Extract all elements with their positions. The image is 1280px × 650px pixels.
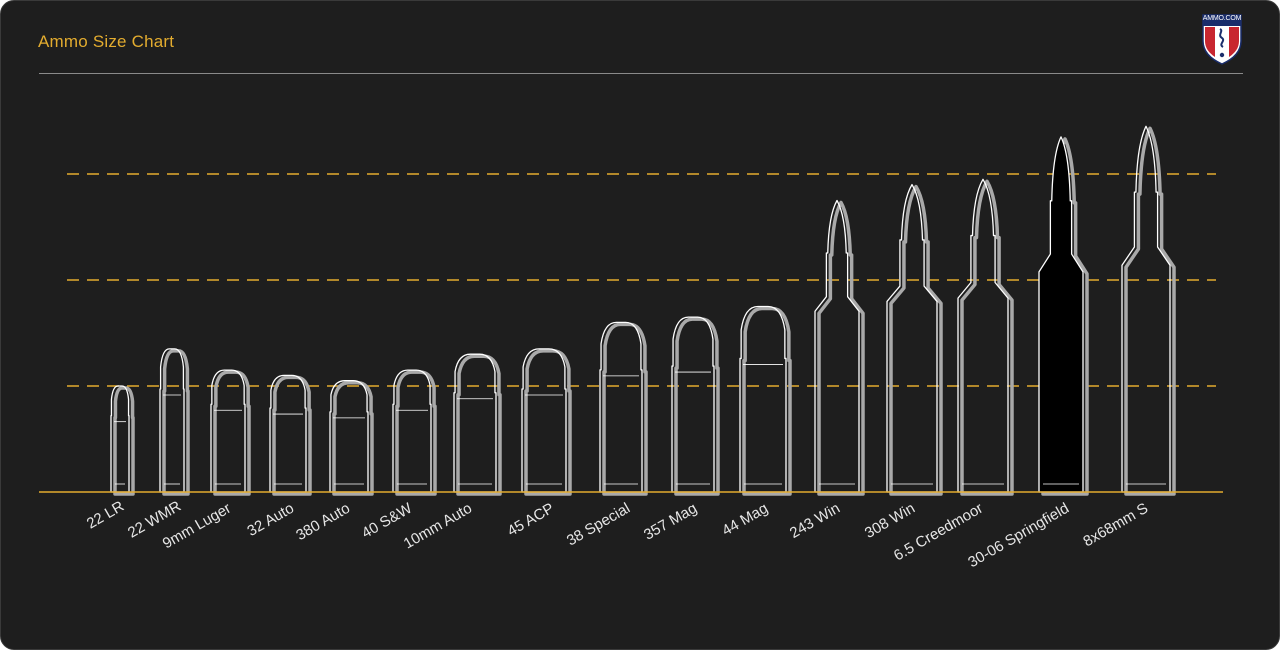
cartridge-12 xyxy=(886,183,938,493)
cartridge-6 xyxy=(453,353,497,493)
cartridge-2 xyxy=(210,369,246,493)
cartridge-5 xyxy=(392,369,432,493)
tick-label: 243 Win xyxy=(787,500,843,542)
tick-label: 45 ACP xyxy=(504,500,557,540)
cartridge-7 xyxy=(521,348,567,493)
cartridge-shadow xyxy=(602,322,648,496)
tick-label: 380 Auto xyxy=(293,500,353,544)
cartridge-shadow xyxy=(674,317,720,496)
tick-label: 32 Auto xyxy=(244,500,297,540)
cartridge-shadow xyxy=(817,200,865,496)
tick-label: 357 Mag xyxy=(641,500,700,544)
cartridge-shadow xyxy=(272,375,312,496)
tick-label: 308 Win xyxy=(862,500,918,542)
cartridge-shadow xyxy=(1124,126,1176,496)
cartridge-shadow xyxy=(213,370,251,496)
cartridge-0 xyxy=(110,385,130,493)
cartridge-shadow xyxy=(889,184,943,496)
cartridge-9 xyxy=(671,316,715,493)
title-divider xyxy=(39,73,1243,74)
cartridge-3 xyxy=(269,374,307,493)
tick-label: 44 Mag xyxy=(719,500,771,540)
cartridge-13 xyxy=(957,178,1009,493)
cartridge-11 xyxy=(814,199,860,493)
cartridge-shadow xyxy=(456,354,502,496)
cartridge-1 xyxy=(159,348,185,493)
tick-label: 22 LR xyxy=(84,498,127,533)
cartridge-shadow xyxy=(742,306,792,496)
cartridge-shadow xyxy=(332,380,374,496)
logo-text: AMMO.COM xyxy=(1202,15,1242,22)
cartridge-shadow xyxy=(113,386,135,496)
cartridge-shadow xyxy=(395,370,437,496)
cartridge-10 xyxy=(739,305,787,493)
cartridge-shadow xyxy=(524,349,572,496)
cartridge-8 xyxy=(599,321,643,493)
cartridge-shadow xyxy=(960,179,1014,496)
cartridge-14 xyxy=(1038,136,1084,493)
cartridge-15 xyxy=(1121,125,1171,493)
cartridge-4 xyxy=(329,380,369,493)
ammo-com-shield-logo xyxy=(1202,14,1242,65)
tick-label: 8x68mm S xyxy=(1080,500,1151,551)
chart-title: Ammo Size Chart xyxy=(38,32,175,51)
tick-label: 10mm Auto xyxy=(401,500,475,553)
tick-label: 38 Special xyxy=(564,500,633,550)
